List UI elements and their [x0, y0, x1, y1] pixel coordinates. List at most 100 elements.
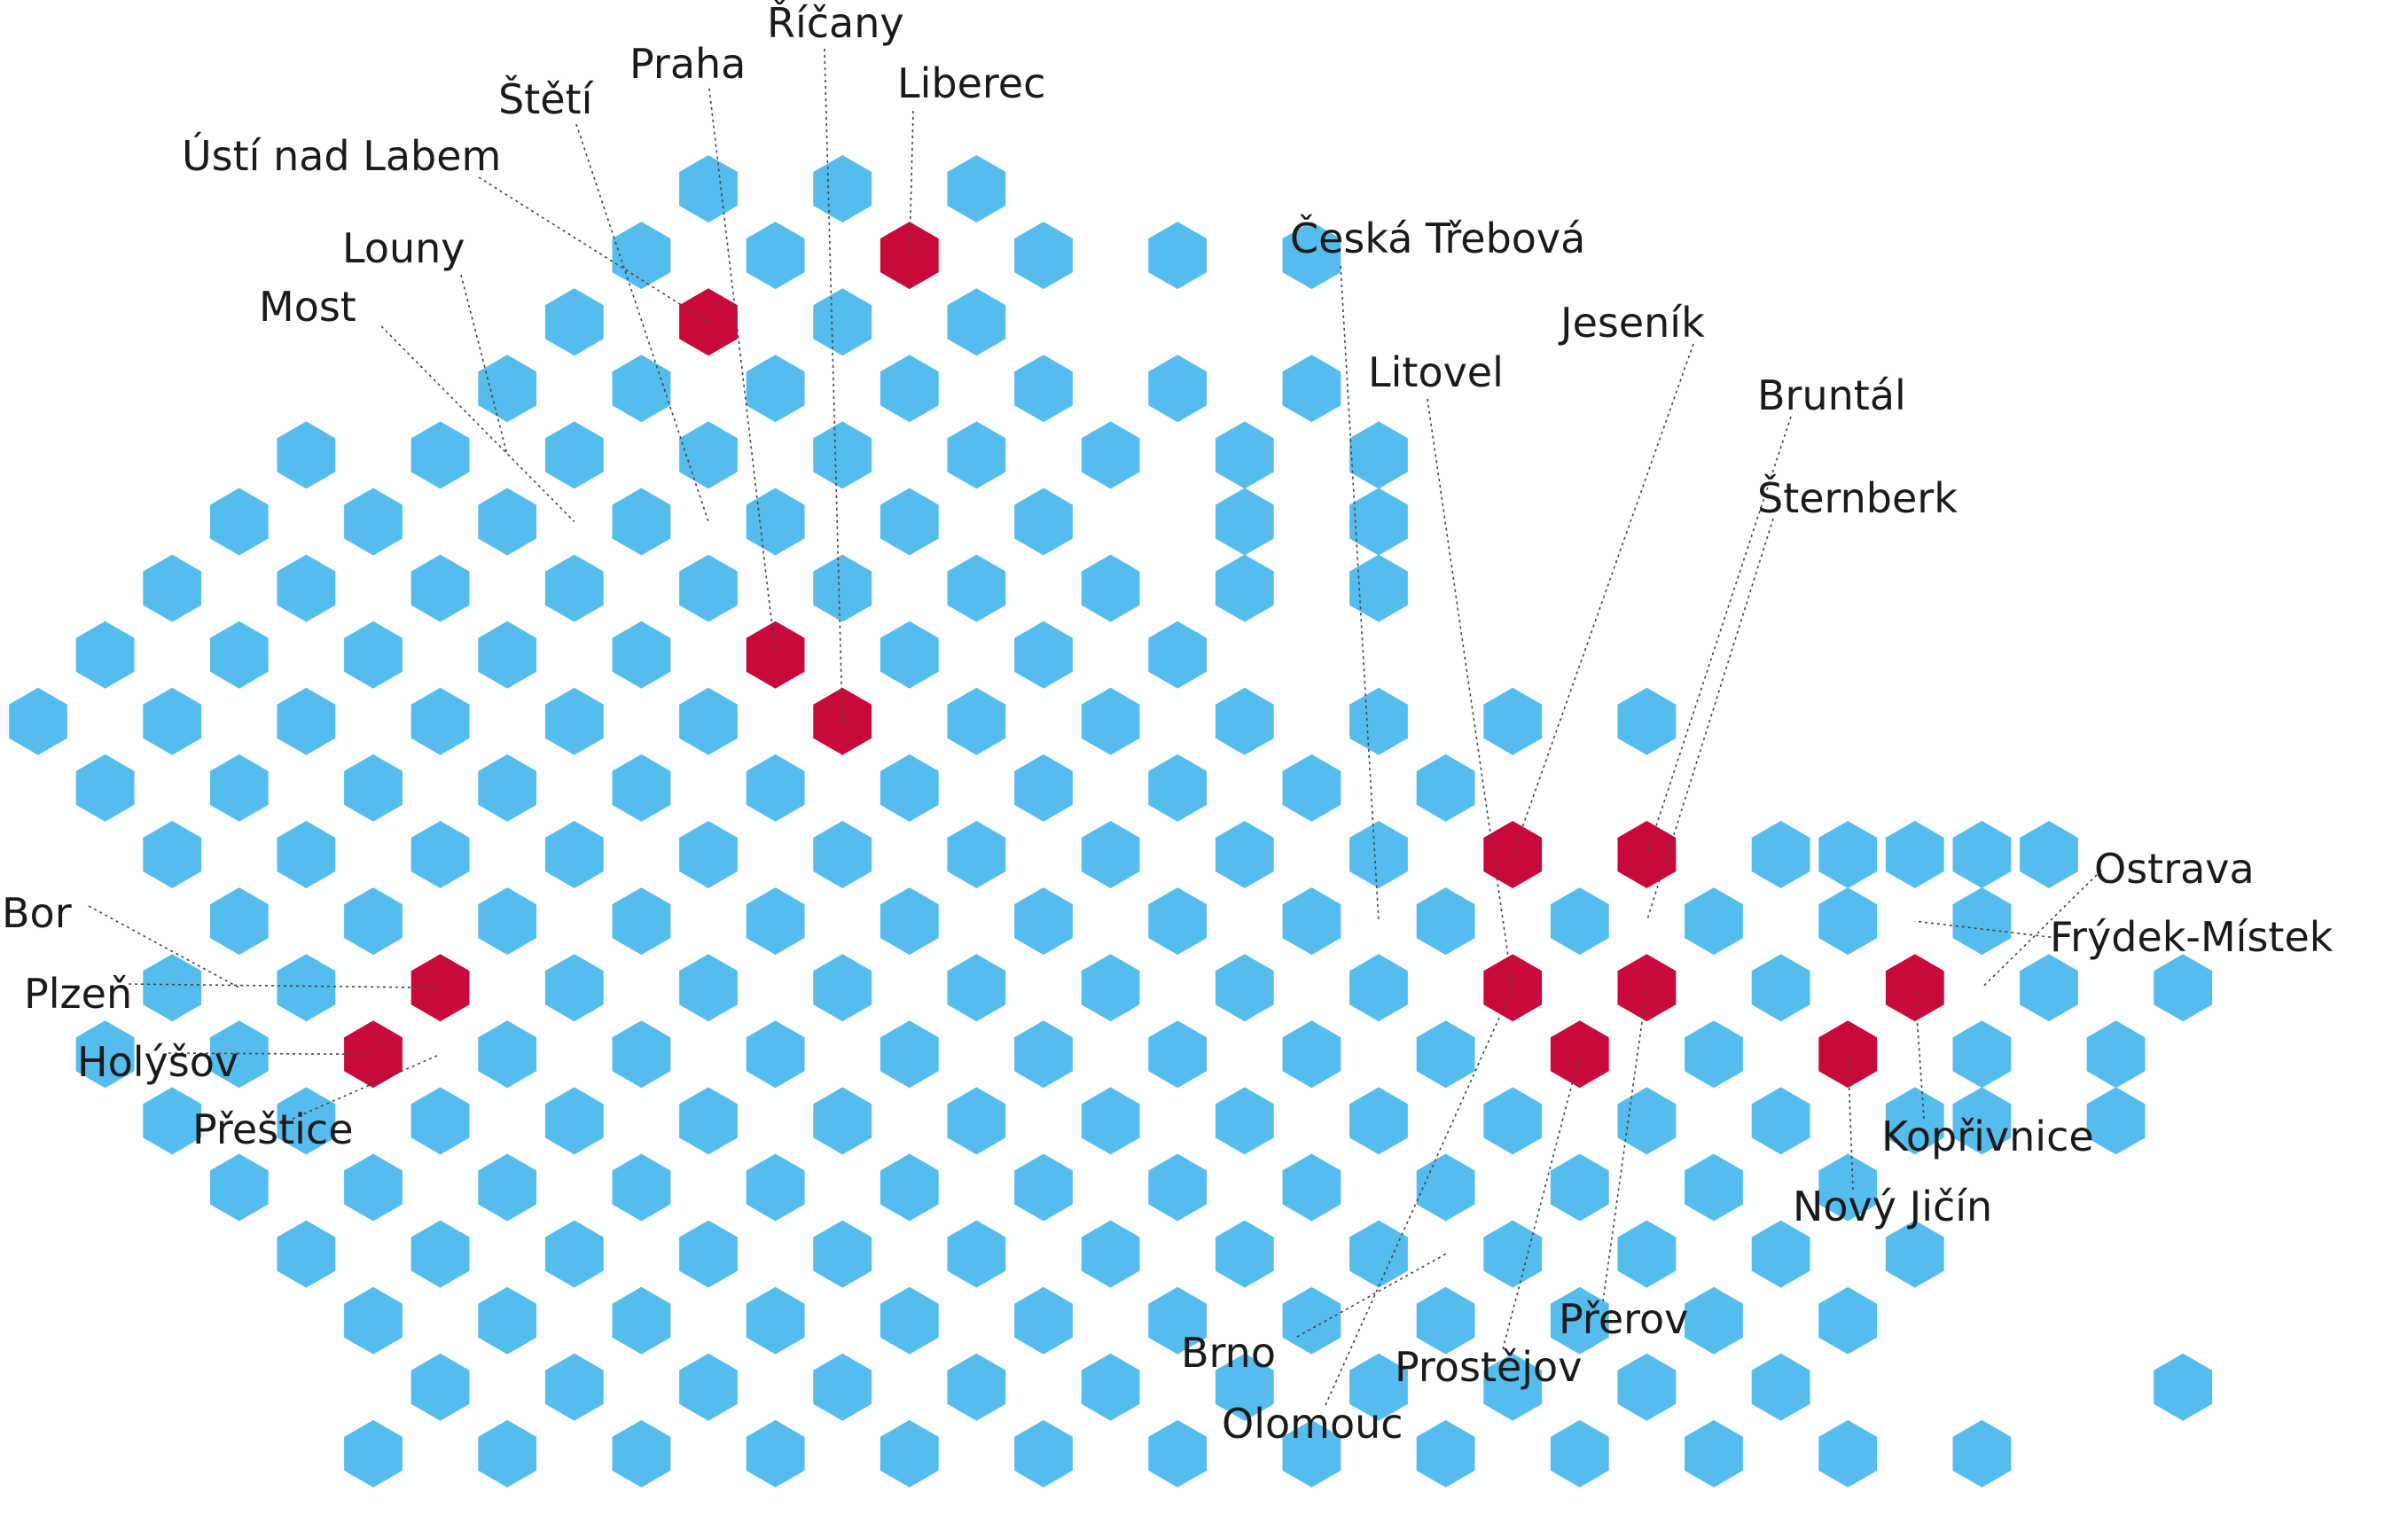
- map-hex: [2020, 954, 2078, 1022]
- map-hex: [1014, 1286, 1073, 1355]
- map-hex: [612, 1020, 671, 1089]
- map-hex: [880, 1419, 939, 1488]
- map-hex: [1349, 821, 1408, 888]
- map-hex: [277, 1220, 336, 1288]
- map-hex: [947, 1220, 1006, 1288]
- map-hex: [1483, 687, 1543, 755]
- map-hex: [478, 1286, 537, 1355]
- leader-lines: [88, 48, 2102, 1406]
- map-hex: [544, 1353, 604, 1421]
- map-hex: [1081, 1353, 1140, 1421]
- leader-line-sternberk: [1646, 518, 1774, 922]
- map-hex: [344, 621, 403, 689]
- map-hex: [1215, 421, 1274, 489]
- map-hex: [612, 1419, 671, 1488]
- map-hex: [1349, 554, 1408, 622]
- map-hex: [75, 754, 135, 822]
- map-hex: [1282, 1020, 1341, 1089]
- map-hex: [344, 488, 403, 556]
- map-hex: [880, 355, 939, 423]
- map-hex: [746, 1153, 805, 1222]
- map-hex: [1416, 754, 1475, 822]
- map-hex: [1617, 1353, 1677, 1421]
- map-hex: [410, 1353, 470, 1421]
- map-hex: [277, 954, 336, 1022]
- map-hex: [679, 1220, 738, 1288]
- city-hex-highlight: [746, 621, 805, 689]
- map-hex: [1282, 1286, 1341, 1355]
- map-hex: [1014, 488, 1073, 556]
- map-hex: [1349, 488, 1408, 556]
- map-hex: [478, 1419, 537, 1488]
- leader-line-novy-jicin: [1847, 1054, 1854, 1191]
- map-hex: [679, 954, 738, 1022]
- map-hex: [75, 1020, 135, 1089]
- label-olomouc: Olomouc: [1222, 1400, 1403, 1448]
- map-hex: [2086, 1020, 2146, 1089]
- map-hex: [612, 1153, 671, 1222]
- map-hex: [410, 687, 470, 755]
- map-hex: [1282, 754, 1341, 822]
- label-louny: Louny: [342, 224, 465, 272]
- map-hex: [880, 1020, 939, 1089]
- map-hex: [1818, 1419, 1878, 1488]
- map-hex: [1416, 1153, 1475, 1222]
- map-hex: [947, 687, 1006, 755]
- map-hex: [1014, 1419, 1073, 1488]
- map-hex: [544, 821, 604, 888]
- map-hex: [1617, 687, 1677, 755]
- map-hex: [478, 355, 537, 423]
- map-hex: [277, 1087, 336, 1155]
- leader-line-usti: [478, 176, 709, 323]
- map-hex: [143, 1087, 202, 1155]
- map-hex: [1416, 1020, 1475, 1089]
- label-frydek-mistek: Frýdek-Místek: [2050, 913, 2334, 961]
- leader-line-ceska-trebova: [1340, 265, 1380, 922]
- map-hex: [1014, 1153, 1073, 1222]
- map-hex: [1751, 1353, 1810, 1421]
- label-koprivnice: Kopřivnice: [1881, 1113, 2094, 1160]
- leader-line-jesenik: [1512, 343, 1694, 855]
- map-hex: [813, 954, 872, 1022]
- map-hex: [1081, 421, 1140, 489]
- map-hex: [1550, 887, 1609, 956]
- map-hex: [277, 687, 336, 755]
- map-hex: [1148, 1286, 1208, 1355]
- city-hex-highlight: [1483, 954, 1543, 1022]
- leader-line-ricany: [824, 48, 843, 722]
- map-hex: [1081, 687, 1140, 755]
- map-hex: [209, 887, 269, 956]
- map-hex: [612, 488, 671, 556]
- map-hex: [1148, 754, 1208, 822]
- map-hex: [544, 1087, 604, 1155]
- map-hex: [344, 754, 403, 822]
- map-hex: [344, 1153, 403, 1222]
- map-hex: [1416, 1286, 1475, 1355]
- map-hex: [1818, 887, 1878, 956]
- map-hex: [478, 887, 537, 956]
- map-hex: [1349, 421, 1408, 489]
- map-hex: [544, 421, 604, 489]
- city-labels: Most Louny Ústí nad Labem Štětí Praha Ří…: [2, 0, 2334, 1448]
- map-hex: [344, 1419, 403, 1488]
- map-hex: [1215, 1353, 1274, 1421]
- map-hex: [2020, 821, 2078, 888]
- map-hex: [1952, 1087, 2012, 1155]
- map-hex: [813, 554, 872, 622]
- label-plzen: Plzeň: [24, 970, 132, 1018]
- leader-line-plzen: [128, 983, 441, 988]
- map-hex: [1483, 1087, 1543, 1155]
- map-hex: [2154, 954, 2213, 1022]
- map-hex: [1148, 1419, 1208, 1488]
- map-hex: [1282, 222, 1341, 290]
- city-hex-highlight: [880, 222, 939, 290]
- leader-line-praha: [708, 88, 777, 655]
- map-hex: [9, 687, 67, 755]
- map-hex: [1148, 887, 1208, 956]
- map-hex: [1751, 1087, 1810, 1155]
- leader-line-prestice: [292, 1053, 441, 1120]
- map-hex: [612, 1286, 671, 1355]
- label-steti: Štětí: [498, 74, 594, 123]
- map-hex: [1014, 754, 1073, 822]
